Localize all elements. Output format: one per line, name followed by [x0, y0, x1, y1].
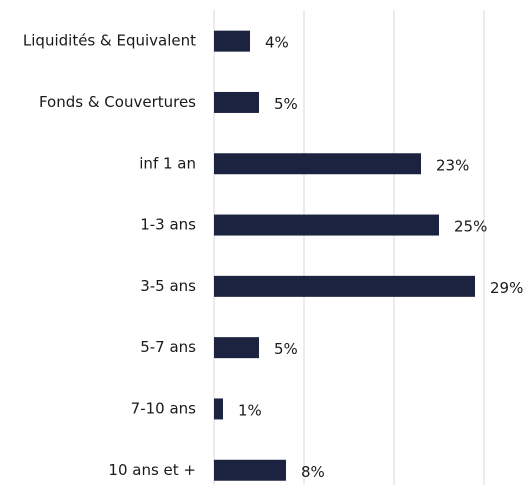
data-label: 1%	[238, 401, 262, 419]
y-tick-label: 3-5 ans	[140, 277, 196, 295]
y-tick-label: Fonds & Couvertures	[39, 93, 196, 111]
y-tick-label: inf 1 an	[139, 154, 196, 172]
bar	[214, 398, 223, 420]
data-label: 5%	[274, 340, 298, 358]
bar	[214, 459, 286, 481]
bar	[214, 275, 475, 297]
bar	[214, 337, 259, 359]
y-tick-label: 1-3 ans	[140, 216, 196, 234]
bar	[214, 214, 439, 236]
y-tick-label: Liquidités & Equivalent	[23, 32, 196, 50]
y-tick-label: 5-7 ans	[140, 338, 196, 356]
bar	[214, 30, 250, 52]
data-label: 8%	[301, 463, 325, 481]
bar	[214, 91, 259, 113]
data-label: 29%	[490, 279, 523, 297]
data-label: 5%	[274, 95, 298, 113]
y-tick-label: 7-10 ans	[131, 399, 197, 417]
data-label: 25%	[454, 218, 487, 236]
data-label: 23%	[436, 156, 469, 174]
bar	[214, 153, 421, 175]
data-label: 4%	[265, 34, 289, 52]
y-tick-label: 10 ans et +	[108, 461, 196, 479]
